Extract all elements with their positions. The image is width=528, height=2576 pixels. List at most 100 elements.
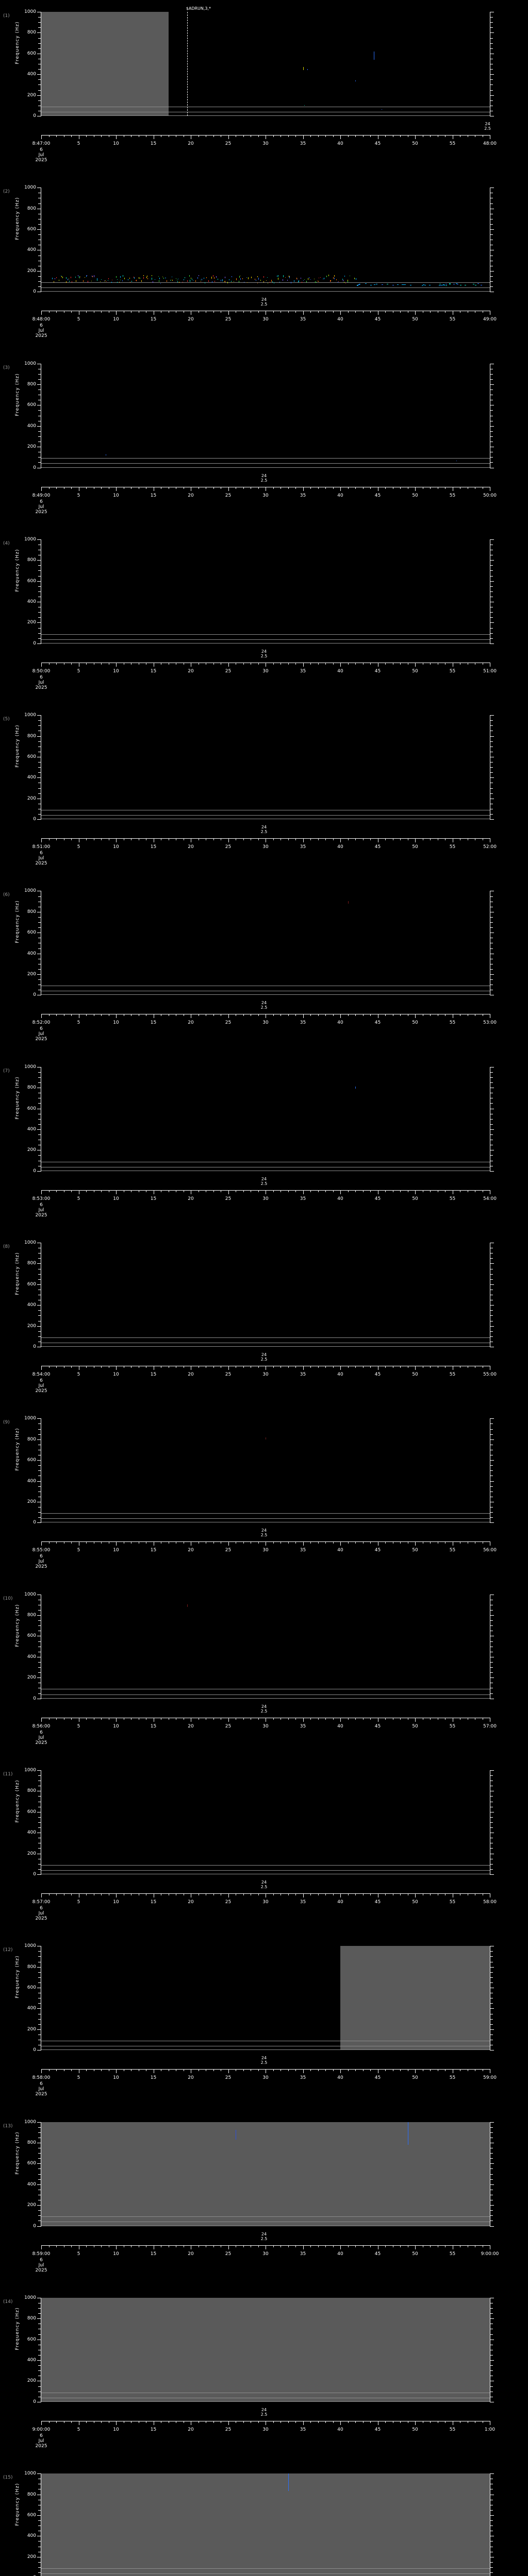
- spectrogram-panel[interactable]: (1) Frequency (Hz) $ADRUN,3,* 0 200 400 600 800…: [0, 0, 528, 176]
- detection-trace[interactable]: [222, 279, 223, 281]
- detection-trace[interactable]: [104, 280, 105, 281]
- panel-plot-area[interactable]: (6) Frequency (Hz) 0 200 400 600 800 1000 24 2.5: [0, 879, 528, 1010]
- plot-axes[interactable]: 0 200 400 600 800 1000: [24, 1064, 494, 1174]
- detection-trace[interactable]: [208, 280, 209, 282]
- detection-trace[interactable]: [317, 280, 318, 282]
- detection-trace[interactable]: [62, 277, 63, 279]
- detection-trace[interactable]: [66, 277, 67, 279]
- detection-trace[interactable]: [348, 901, 349, 904]
- detection-trace[interactable]: [79, 277, 80, 279]
- detection-trace[interactable]: [52, 278, 53, 280]
- detection-trace[interactable]: [328, 275, 329, 277]
- detection-trace[interactable]: [304, 105, 305, 106]
- spectrogram-panel[interactable]: (3) Frequency (Hz) 0 200 400 600 800 1000 24 2.5 8…: [0, 352, 528, 528]
- detection-trace[interactable]: [242, 278, 243, 279]
- detection-trace[interactable]: [131, 280, 132, 282]
- detection-trace[interactable]: [206, 277, 207, 278]
- plot-canvas[interactable]: [41, 1594, 490, 1699]
- panel-plot-area[interactable]: (1) Frequency (Hz) $ADRUN,3,* 0 200 400 600 800…: [0, 0, 528, 131]
- detection-trace[interactable]: [334, 275, 335, 277]
- spectrogram-panel[interactable]: (8) Frequency (Hz) 0 200 400 600 800 1000 24 2.5 8…: [0, 1231, 528, 1406]
- panel-plot-area[interactable]: (7) Frequency (Hz) 0 200 400 600 800 1000 24 2.5: [0, 1055, 528, 1186]
- plot-canvas[interactable]: [41, 1066, 490, 1171]
- detection-trace[interactable]: [445, 285, 447, 286]
- detection-trace[interactable]: [240, 278, 241, 280]
- detection-trace[interactable]: [287, 279, 288, 281]
- detection-trace[interactable]: [298, 281, 299, 282]
- detection-trace[interactable]: [318, 280, 319, 282]
- detection-trace[interactable]: [75, 277, 76, 278]
- detection-trace[interactable]: [285, 277, 286, 278]
- detection-trace[interactable]: [266, 280, 267, 281]
- detection-trace[interactable]: [246, 277, 248, 278]
- detection-trace[interactable]: [439, 285, 441, 286]
- detection-trace[interactable]: [440, 285, 442, 286]
- detection-trace[interactable]: [163, 278, 164, 279]
- detection-trace[interactable]: [146, 277, 147, 279]
- x-axis[interactable]: 8:50:00 5 10 15 20 25 30 35 40 45 50 55 51:00 6 Jul 202…: [32, 662, 497, 690]
- x-axis[interactable]: 8:58:00 5 10 15 20 25 30 35 40 45 50 55 59:00 6 Jul 202…: [32, 2069, 497, 2097]
- detection-trace[interactable]: [117, 282, 118, 283]
- detection-trace[interactable]: [116, 276, 117, 278]
- detection-trace[interactable]: [403, 284, 405, 285]
- detection-trace[interactable]: [66, 281, 67, 283]
- panel-plot-area[interactable]: (3) Frequency (Hz) 0 200 400 600 800 1000 24 2.5: [0, 352, 528, 483]
- panel-plot-area[interactable]: (4) Frequency (Hz) 0 200 400 600 800 1000 24 2.5: [0, 528, 528, 658]
- detection-trace[interactable]: [320, 277, 321, 278]
- plot-canvas[interactable]: [41, 891, 490, 995]
- x-axis[interactable]: 9:00:00 5 10 15 20 25 30 35 40 45 50 55 1:00 6 Jul 2025: [32, 2420, 495, 2449]
- detection-trace[interactable]: [455, 283, 457, 284]
- detection-trace[interactable]: [382, 284, 384, 285]
- detection-trace[interactable]: [306, 281, 307, 283]
- detection-trace[interactable]: [315, 281, 316, 283]
- x-axis[interactable]: 8:47:00 5 10 15 20 25 30 35 40 45 50 55 48:00 6 Jul 202…: [32, 135, 497, 163]
- spectrogram-panel[interactable]: (10) Frequency (Hz) 0 200 400 600 800 1000 24 2.5…: [0, 1583, 528, 1758]
- detection-trace[interactable]: [404, 284, 406, 285]
- spectrogram-panel[interactable]: (2) Frequency (Hz) 0 200 400 600 800 1000 24 2.5 8…: [0, 176, 528, 351]
- plot-canvas[interactable]: [41, 539, 490, 643]
- detection-trace[interactable]: [358, 284, 360, 285]
- detection-trace[interactable]: [189, 275, 190, 277]
- detection-trace[interactable]: [136, 280, 137, 282]
- plot-canvas[interactable]: [41, 1770, 490, 1874]
- detection-trace[interactable]: [106, 281, 107, 282]
- panel-plot-area[interactable]: (9) Frequency (Hz) 0 200 400 600 800 1000 24 2.5: [0, 1406, 528, 1537]
- panel-plot-area[interactable]: (14) Frequency (Hz) 0 200 400 600 800 1000 24 2.5: [0, 2286, 528, 2417]
- detection-trace[interactable]: [111, 281, 112, 283]
- plot-canvas[interactable]: [41, 2122, 490, 2226]
- detection-trace[interactable]: [230, 281, 232, 282]
- detection-trace[interactable]: [251, 277, 252, 279]
- detection-trace[interactable]: [247, 282, 248, 283]
- plot-canvas[interactable]: [41, 1946, 490, 2050]
- x-axis[interactable]: 8:56:00 5 10 15 20 25 30 35 40 45 50 55 57:00 6 Jul 202…: [32, 1717, 497, 1745]
- plot-canvas[interactable]: [41, 1243, 490, 1347]
- detection-trace[interactable]: [272, 281, 273, 282]
- detection-trace[interactable]: [310, 279, 311, 280]
- x-axis[interactable]: 8:54:00 5 10 15 20 25 30 35 40 45 50 55 55:00 6 Jul 202…: [32, 1366, 497, 1394]
- detection-trace[interactable]: [170, 280, 171, 281]
- plot-canvas[interactable]: [41, 12, 490, 116]
- detection-trace[interactable]: [267, 277, 268, 278]
- detection-trace[interactable]: [443, 284, 445, 285]
- detection-trace[interactable]: [117, 279, 118, 280]
- detection-trace[interactable]: [124, 278, 125, 280]
- plot-axes[interactable]: 0 200 400 600 800 1000: [24, 2295, 494, 2404]
- detection-trace[interactable]: [129, 277, 130, 279]
- detection-trace[interactable]: [422, 285, 424, 286]
- detection-trace[interactable]: [304, 279, 305, 280]
- detection-trace[interactable]: [271, 280, 272, 282]
- plot-axes[interactable]: 0 200 400 600 800 1000: [24, 361, 494, 470]
- detection-trace[interactable]: [177, 281, 178, 282]
- detection-trace[interactable]: [373, 284, 375, 285]
- spectrogram-panel[interactable]: (9) Frequency (Hz) 0 200 400 600 800 1000 24 2.5 8…: [0, 1406, 528, 1582]
- detection-trace[interactable]: [303, 67, 304, 71]
- panel-plot-area[interactable]: (13) Frequency (Hz) 0 200 400 600 800 1000 24 2.5: [0, 2110, 528, 2241]
- detection-trace[interactable]: [134, 277, 135, 279]
- detection-trace[interactable]: [236, 278, 237, 280]
- plot-axes[interactable]: 0 200 400 600 800 1000: [24, 1592, 494, 1701]
- detection-trace[interactable]: [257, 276, 258, 277]
- detection-trace[interactable]: [92, 276, 93, 278]
- spectrogram-panel[interactable]: (5) Frequency (Hz) 0 200 400 600 800 1000 24 2.5 8…: [0, 703, 528, 879]
- detection-trace[interactable]: [195, 280, 196, 282]
